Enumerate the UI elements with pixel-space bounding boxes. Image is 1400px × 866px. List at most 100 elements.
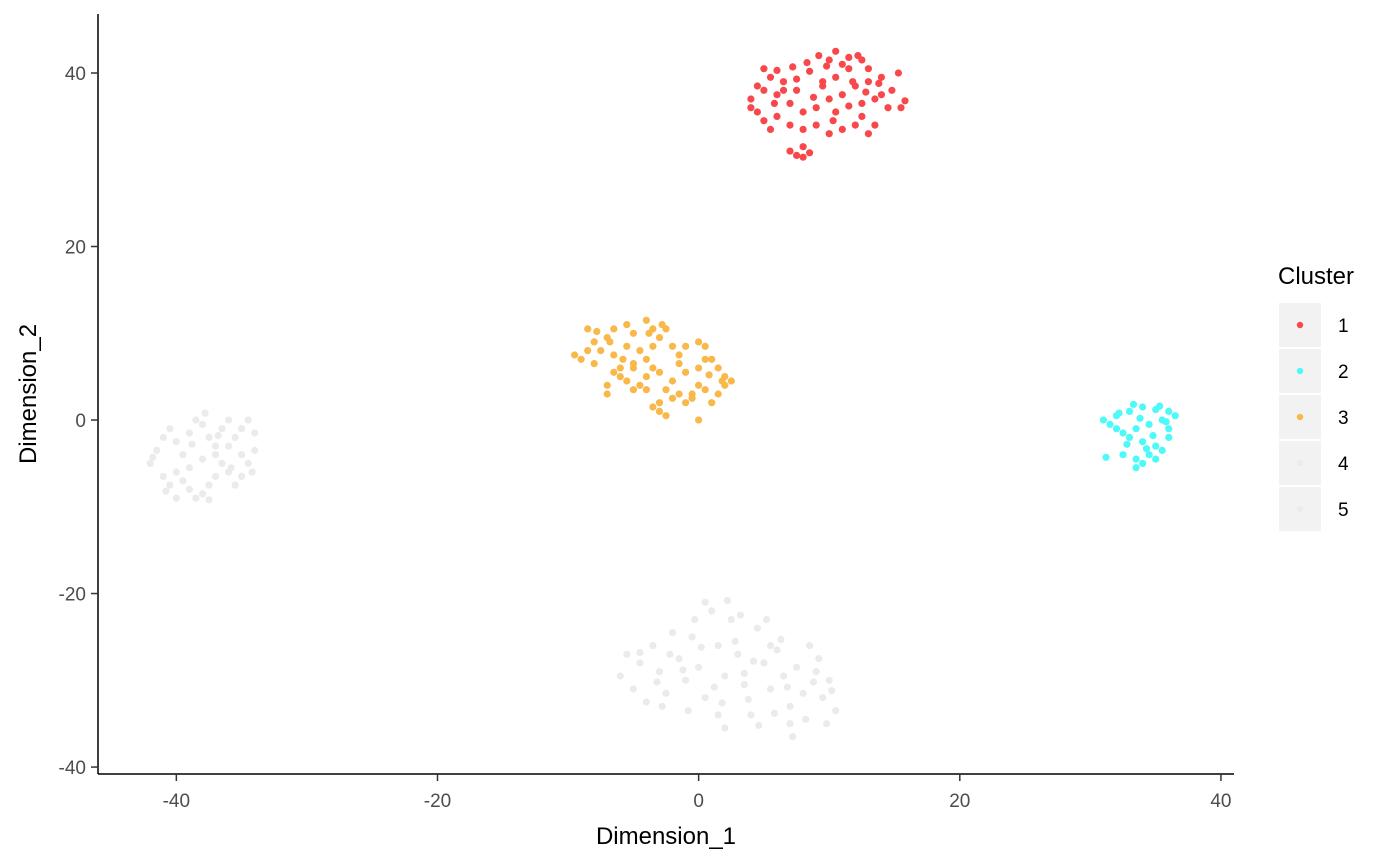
data-point (806, 149, 814, 157)
data-point (238, 451, 246, 459)
data-point (655, 399, 664, 407)
data-point (773, 91, 781, 99)
data-point (188, 440, 196, 448)
data-point (205, 496, 213, 504)
data-point (799, 108, 807, 116)
data-point (688, 633, 696, 641)
data-point (658, 321, 666, 329)
data-point (701, 598, 709, 606)
data-point (760, 65, 768, 73)
data-point (153, 446, 161, 454)
data-point (166, 425, 174, 433)
data-points (146, 47, 1179, 741)
data-point (695, 364, 703, 372)
legend-item-1: 1 (1277, 301, 1349, 349)
data-point (198, 420, 207, 428)
data-point (192, 494, 200, 502)
data-point (636, 659, 644, 667)
data-point (799, 689, 807, 697)
data-point (779, 672, 788, 680)
data-point (749, 657, 758, 665)
data-point (590, 360, 598, 368)
data-point (1139, 403, 1147, 411)
data-point (718, 699, 726, 707)
data-point (809, 93, 818, 101)
data-point (858, 99, 866, 107)
data-point (819, 82, 827, 90)
data-point (662, 386, 670, 394)
data-point (766, 125, 775, 133)
data-point (1152, 455, 1160, 463)
data-point (668, 629, 677, 637)
data-point (666, 650, 674, 658)
data-point (172, 494, 180, 502)
data-point (736, 611, 745, 619)
data-point (697, 643, 705, 651)
data-point (231, 481, 239, 489)
data-point (845, 65, 853, 73)
data-point (799, 143, 807, 151)
data-point (1139, 438, 1147, 446)
data-point (623, 650, 631, 658)
legend-label: 5 (1338, 500, 1349, 521)
legend-label: 2 (1338, 362, 1349, 383)
x-axis-ticks: -40 -20 0 20 40 (163, 774, 1232, 812)
data-point (616, 373, 624, 381)
y-tick-label: 0 (75, 411, 86, 432)
data-point (1139, 459, 1147, 467)
data-point (649, 642, 657, 650)
data-point (747, 95, 755, 103)
data-point (211, 451, 220, 459)
data-point (721, 724, 729, 732)
y-axis-title: Dimension_2 (15, 324, 42, 464)
data-point (1099, 416, 1107, 424)
data-point (740, 681, 748, 689)
data-point (688, 394, 696, 402)
data-point (727, 377, 735, 385)
data-point (616, 672, 624, 680)
data-point (809, 678, 818, 686)
data-point (1132, 455, 1140, 463)
legend-item-4: 4 (1277, 439, 1349, 487)
data-point (803, 59, 811, 67)
data-point (597, 347, 605, 355)
data-point (812, 104, 820, 112)
data-point (806, 67, 814, 75)
data-point (1123, 440, 1131, 448)
data-point (760, 86, 768, 94)
data-point (884, 104, 892, 112)
data-point (251, 429, 259, 437)
data-point (1125, 407, 1134, 415)
data-point (629, 685, 638, 693)
data-point (714, 390, 722, 398)
data-point (179, 477, 187, 485)
data-point (179, 451, 187, 459)
data-point (185, 429, 193, 437)
data-point (642, 373, 651, 381)
data-point (682, 676, 690, 684)
legend-item-3: 3 (1277, 393, 1349, 441)
data-point (701, 355, 709, 363)
data-point (244, 416, 252, 424)
data-point (629, 329, 638, 337)
data-point (1106, 420, 1114, 428)
data-point (645, 329, 653, 337)
data-point (590, 338, 598, 346)
data-point (770, 99, 779, 107)
data-point (812, 668, 820, 676)
data-point (636, 381, 644, 389)
data-point (185, 485, 193, 493)
data-point (838, 91, 846, 99)
data-point (205, 433, 213, 441)
data-point (642, 698, 651, 706)
data-point (819, 694, 827, 702)
data-point (679, 666, 687, 674)
data-point (653, 678, 661, 686)
data-point (894, 69, 903, 77)
data-point (1145, 420, 1153, 428)
data-point (815, 655, 823, 663)
data-point (616, 364, 624, 372)
data-point (832, 47, 840, 55)
data-point (845, 53, 853, 62)
